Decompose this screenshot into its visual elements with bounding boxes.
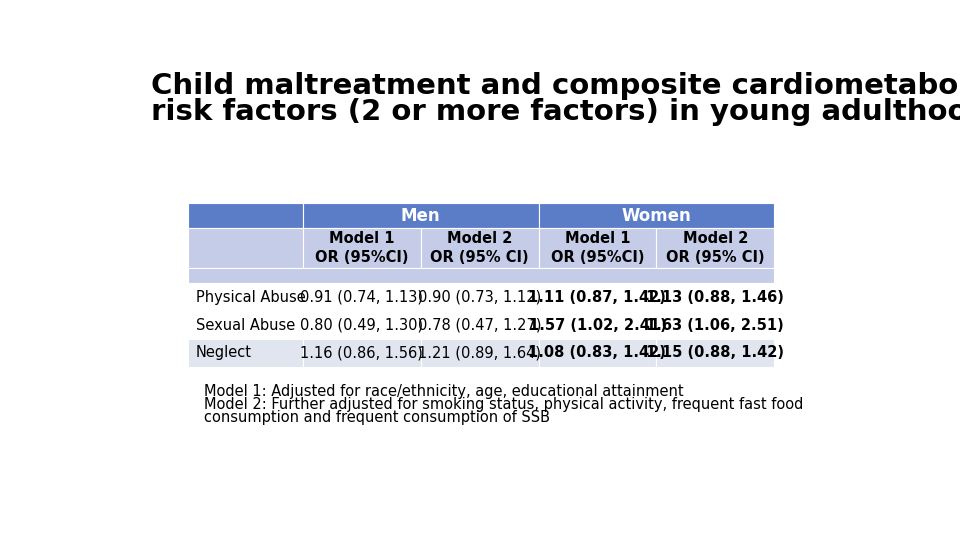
- Bar: [303, 228, 420, 268]
- Bar: [657, 339, 774, 367]
- Text: Model 1
OR (95%CI): Model 1 OR (95%CI): [551, 231, 644, 265]
- Text: risk factors (2 or more factors) in young adulthood: risk factors (2 or more factors) in youn…: [151, 98, 960, 126]
- Text: 1.21 (0.89, 1.64): 1.21 (0.89, 1.64): [419, 345, 541, 360]
- Bar: [420, 311, 539, 339]
- Bar: [188, 268, 774, 284]
- Bar: [657, 228, 774, 268]
- Bar: [188, 228, 303, 268]
- Bar: [420, 284, 539, 311]
- Text: 1.15 (0.88, 1.42): 1.15 (0.88, 1.42): [646, 345, 784, 360]
- Bar: [539, 339, 657, 367]
- Text: Neglect: Neglect: [196, 345, 252, 360]
- Bar: [188, 284, 303, 311]
- Bar: [303, 204, 539, 228]
- Text: Model 1
OR (95%CI): Model 1 OR (95%CI): [315, 231, 409, 265]
- Text: 0.91 (0.74, 1.13): 0.91 (0.74, 1.13): [300, 290, 423, 305]
- Bar: [188, 339, 303, 367]
- Text: 1.16 (0.86, 1.56): 1.16 (0.86, 1.56): [300, 345, 423, 360]
- Text: Men: Men: [401, 207, 441, 225]
- Bar: [539, 228, 657, 268]
- Text: Women: Women: [621, 207, 691, 225]
- Text: 1.63 (1.06, 2.51): 1.63 (1.06, 2.51): [646, 318, 784, 333]
- Bar: [539, 284, 657, 311]
- Text: Model 2
OR (95% CI): Model 2 OR (95% CI): [430, 231, 529, 265]
- Bar: [539, 204, 774, 228]
- Bar: [303, 284, 420, 311]
- Text: 0.90 (0.73, 1.12): 0.90 (0.73, 1.12): [418, 290, 541, 305]
- Bar: [188, 204, 303, 228]
- Text: 0.80 (0.49, 1.30): 0.80 (0.49, 1.30): [300, 318, 423, 333]
- Text: 1.13 (0.88, 1.46): 1.13 (0.88, 1.46): [646, 290, 784, 305]
- Text: Child maltreatment and composite cardiometabolic: Child maltreatment and composite cardiom…: [151, 72, 960, 100]
- Text: Model 1: Adjusted for race/ethnicity, age, educational attainment: Model 1: Adjusted for race/ethnicity, ag…: [204, 383, 684, 399]
- Bar: [420, 339, 539, 367]
- Text: consumption and frequent consumption of SSB: consumption and frequent consumption of …: [204, 410, 550, 425]
- Bar: [420, 228, 539, 268]
- Text: 1.11 (0.87, 1.42): 1.11 (0.87, 1.42): [528, 290, 666, 305]
- Text: Model 2
OR (95% CI): Model 2 OR (95% CI): [666, 231, 764, 265]
- Bar: [188, 311, 303, 339]
- Bar: [303, 311, 420, 339]
- Text: 0.78 (0.47, 1.27): 0.78 (0.47, 1.27): [418, 318, 541, 333]
- Bar: [657, 311, 774, 339]
- Bar: [303, 339, 420, 367]
- Text: Model 2: Further adjusted for smoking status, physical activity, frequent fast f: Model 2: Further adjusted for smoking st…: [204, 397, 804, 411]
- Text: 1.08 (0.83, 1.42): 1.08 (0.83, 1.42): [528, 345, 666, 360]
- Text: Physical Abuse: Physical Abuse: [196, 290, 305, 305]
- Text: Sexual Abuse: Sexual Abuse: [196, 318, 296, 333]
- Text: 1.57 (1.02, 2.41): 1.57 (1.02, 2.41): [529, 318, 666, 333]
- Bar: [657, 284, 774, 311]
- Bar: [539, 311, 657, 339]
